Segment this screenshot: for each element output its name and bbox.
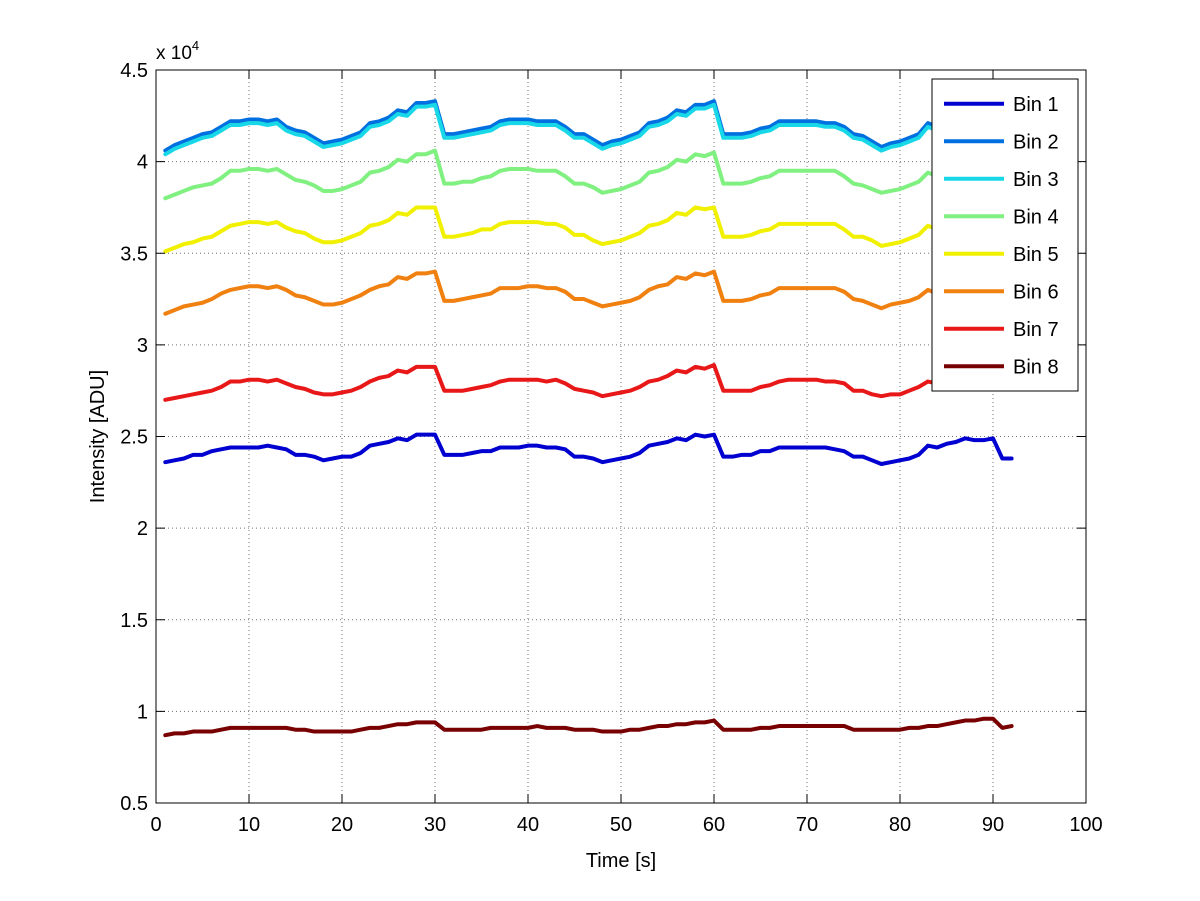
y-tick-label: 0.5 [120,793,148,815]
grid [156,70,1086,803]
legend-label: Bin 4 [1013,206,1059,228]
y-tick-label: 2.5 [120,427,148,449]
legend: Bin 1 Bin 2 Bin 3 Bin 4 Bin 5 Bin 6 Bin 7 Bin 8 [931,78,1079,392]
x-tick-label: 40 [517,814,539,836]
x-tick-label: 90 [982,814,1004,836]
series-line-bin-7 [163,363,1014,402]
series-line-bin-3 [163,102,1014,157]
legend-box [931,78,1079,392]
y-axis-multiplier-base: x 10 [156,43,192,64]
y-tick-label: 2 [137,518,148,540]
legend-label: Bin 2 [1013,131,1059,153]
y-tick-label: 4.5 [120,60,148,82]
series-line-bin-4 [163,148,1014,201]
legend-label: Bin 1 [1013,94,1059,116]
x-tick-label: 60 [703,814,725,836]
y-tick-label: 1 [137,701,148,723]
x-axis-label: Time [s] [586,850,656,872]
series-line-bin-6 [163,269,1014,316]
y-tick-label: 3 [137,335,148,357]
x-tick-label: 20 [331,814,353,836]
legend-label: Bin 6 [1013,281,1059,303]
x-tick-label: 50 [610,814,632,836]
x-tick-label: 30 [424,814,446,836]
x-tick-label: 0 [150,814,161,836]
series-line-bin-1 [163,432,1014,466]
y-axis-multiplier: x 104 [156,38,199,64]
series-line-bin-5 [163,205,1014,254]
y-tick-label: 1.5 [120,610,148,632]
y-axis-multiplier-exponent: 4 [192,38,199,53]
series-line-bin-2 [163,99,1014,153]
x-tick-label: 100 [1069,814,1102,836]
x-tick-label: 70 [796,814,818,836]
y-tick-label: 4 [137,152,148,174]
axis-ticks: 0 10 20 30 40 50 60 70 80 90 100 0.5 1 1.5 2 2.5 3 3.5 4 4.… [120,60,1103,836]
legend-label: Bin 7 [1013,319,1059,341]
x-tick-label: 80 [889,814,911,836]
x-tick-label: 10 [238,814,260,836]
y-tick-label: 3.5 [120,243,148,265]
legend-label: Bin 3 [1013,169,1059,191]
y-axis-label: Intensity [ADU] [87,370,109,503]
series-group [163,99,1014,738]
legend-label: Bin 8 [1013,356,1059,378]
series-line-bin-8 [163,716,1014,738]
legend-label: Bin 5 [1013,244,1059,266]
